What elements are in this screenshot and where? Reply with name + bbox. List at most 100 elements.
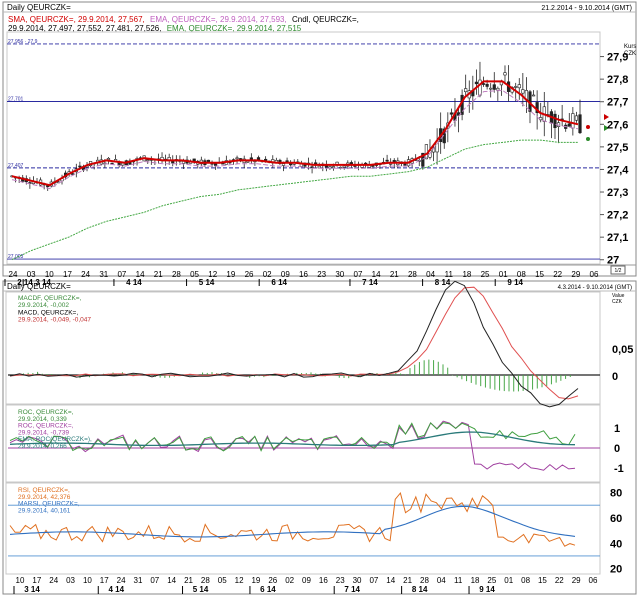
marker-sma	[604, 114, 609, 120]
x-tick-label: 01	[499, 270, 508, 279]
x-month-label-bottom: 7 14	[344, 585, 360, 594]
x-tick-label: 03	[27, 270, 36, 279]
x-tick-label: 21	[390, 270, 399, 279]
x-tick-label-bottom: 12	[235, 576, 244, 585]
x-month-label: 9 14	[507, 278, 523, 287]
candle-body	[492, 84, 496, 90]
candle-body	[496, 87, 500, 91]
x-tick-label-bottom: 23	[336, 576, 345, 585]
x-tick-label: 05	[190, 270, 199, 279]
x-month-label-bottom: 5 14	[193, 585, 209, 594]
y-tick-label: 27,7	[607, 97, 628, 109]
x-tick-label-bottom: 25	[487, 576, 496, 585]
x-tick-label: 14	[136, 270, 145, 279]
x-tick-label: 28	[408, 270, 417, 279]
axis-unit-top: Kurs	[624, 44, 636, 50]
rsi-legend-line: MARSI, QEURCZK=,	[18, 501, 80, 508]
x-tick-label-bottom: 28	[420, 576, 429, 585]
candle-body	[571, 113, 575, 129]
reference-lines: 27,956 · 27,9 27,701 27,407 27,003	[7, 39, 600, 260]
x-tick-label-bottom: 24	[49, 576, 58, 585]
x-tick-label: 31	[99, 270, 108, 279]
rsi-legend-line: 29.9.2014, 42,376	[18, 494, 71, 501]
macd-legend-line: 29.9.2014, -0,049, -0,047	[18, 317, 91, 324]
x-tick-label-bottom: 11	[454, 576, 463, 585]
x-tick-label: 09	[281, 270, 290, 279]
x-tick-label-bottom: 01	[504, 576, 513, 585]
candle-body	[317, 165, 321, 169]
x-tick-label-bottom: 24	[117, 576, 126, 585]
x-month-label-bottom: 6 14	[260, 585, 276, 594]
candle-body	[517, 84, 521, 89]
candle-body	[503, 72, 507, 76]
roc-legend-line: 29.9.2014, 0,266	[18, 443, 67, 450]
candle-body	[235, 157, 239, 160]
macd-legend-line: MACDF, QEURCZK=,	[18, 295, 82, 302]
reference-label: 27,003	[8, 254, 24, 260]
indicator-panel-rsi	[5, 482, 601, 575]
candle-body	[521, 89, 525, 94]
candle-body	[567, 123, 571, 127]
candle-body	[106, 157, 111, 160]
candle-body	[578, 114, 582, 134]
candle-body	[474, 81, 479, 85]
zoom-badge-top[interactable]	[610, 265, 626, 275]
x-month-label-bottom: 3 14	[24, 585, 40, 594]
roc-legend-line: 29.9.2014, -0,739	[18, 429, 69, 436]
y-tick-label: 27,2	[607, 210, 628, 222]
reference-label: 27,701	[8, 96, 24, 102]
candle-body	[78, 165, 82, 168]
x-month-label-bottom: 8 14	[412, 585, 428, 594]
x-tick-label-bottom: 18	[471, 576, 480, 585]
x-month-label: 6 14	[271, 278, 287, 287]
candle-body	[249, 157, 253, 160]
x-tick-label: 23	[317, 270, 326, 279]
macd-legend-line: 29.9.2014, -0,002	[18, 302, 69, 309]
x-tick-label-bottom: 02	[285, 576, 294, 585]
series-ema	[11, 139, 578, 261]
candle-body	[331, 166, 336, 169]
series-ema-alt	[11, 89, 579, 190]
last-dot-sma	[586, 125, 590, 129]
x-tick-label: 12	[208, 270, 217, 279]
x-month-label: 2 14	[17, 278, 33, 287]
rsi-legend-line: 29.9.2014, 40,161	[18, 507, 71, 514]
top-panel-frame	[2, 1, 637, 277]
candle-body	[531, 94, 536, 97]
candle-body	[264, 158, 268, 161]
indicator-panel-macd	[5, 291, 601, 405]
candle-body	[121, 162, 125, 166]
candle-body	[489, 87, 493, 90]
overlay-lines	[11, 80, 609, 261]
candle-body	[481, 83, 486, 85]
x-month-label: 8 14	[435, 278, 451, 287]
x-tick-label-bottom: 16	[319, 576, 328, 585]
candle-body	[403, 163, 407, 166]
candle-body	[146, 159, 150, 162]
x-tick-label-bottom: 07	[150, 576, 159, 585]
x-tick-label-bottom: 09	[302, 576, 311, 585]
x-tick-label: 15	[535, 270, 544, 279]
series-rsi	[9, 492, 576, 547]
gridlines	[6, 31, 601, 265]
x-tick-label: 30	[335, 270, 344, 279]
x-tick-label-bottom: 14	[386, 576, 395, 585]
bottom-panel-frame	[2, 280, 637, 595]
series-macd	[9, 280, 579, 408]
x-tick-label: 07	[354, 270, 363, 279]
x-tick-label-bottom: 05	[218, 576, 227, 585]
candle-body	[478, 79, 482, 96]
x-month-label: 4 14	[126, 278, 142, 287]
x-tick-label-bottom: 06	[589, 576, 598, 585]
x-tick-label: 22	[553, 270, 562, 279]
x-tick-label: 19	[226, 270, 235, 279]
candle-body	[281, 163, 286, 166]
rsi-tick-label: 40	[610, 538, 622, 550]
macd-tick-label: 0	[612, 371, 618, 383]
legend-sma: SMA, QEURCZK=, 29.9.2014, 27,567,	[8, 15, 145, 24]
axis-unit-top-ccy: CZK	[624, 51, 636, 57]
y-tick-label: 27,9	[607, 52, 628, 64]
legend-ohlc: 29.9.2014, 27,497, 27,552, 27,481, 27,52…	[8, 24, 161, 33]
candle-body	[349, 162, 353, 165]
